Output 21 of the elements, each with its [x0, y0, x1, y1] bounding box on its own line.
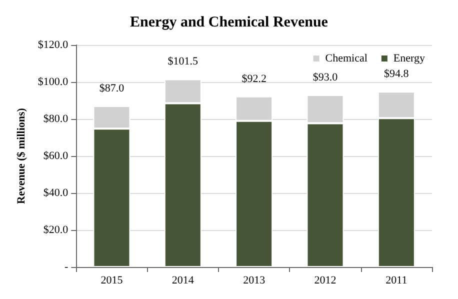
- x-tick-label: 2013: [243, 274, 266, 286]
- y-tick-label: $120.0: [38, 39, 69, 51]
- chart-title: Energy and Chemical Revenue: [130, 14, 328, 30]
- total-label: $94.8: [384, 68, 410, 80]
- y-tick-label: $40.0: [43, 187, 69, 199]
- x-tick-label: 2012: [314, 274, 336, 286]
- x-tick-label: 2014: [172, 274, 194, 286]
- y-tick-label: $100.0: [38, 76, 69, 88]
- y-tick-label: -: [64, 261, 68, 273]
- total-label: $101.5: [168, 56, 199, 68]
- total-label: $92.2: [242, 72, 266, 85]
- legend-label: Energy: [393, 52, 426, 64]
- x-tick-label: 2011: [386, 274, 408, 286]
- total-label: $87.0: [99, 82, 125, 95]
- x-tick-label: 2015: [100, 274, 124, 286]
- y-tick-label: $20.0: [43, 224, 69, 236]
- y-tick-label: $60.0: [43, 150, 69, 162]
- total-label: $93.0: [312, 71, 338, 84]
- y-axis-title: Revenue ($ millions): [16, 108, 28, 204]
- legend-label: Chemical: [325, 52, 368, 64]
- y-tick-label: $80.0: [43, 113, 69, 125]
